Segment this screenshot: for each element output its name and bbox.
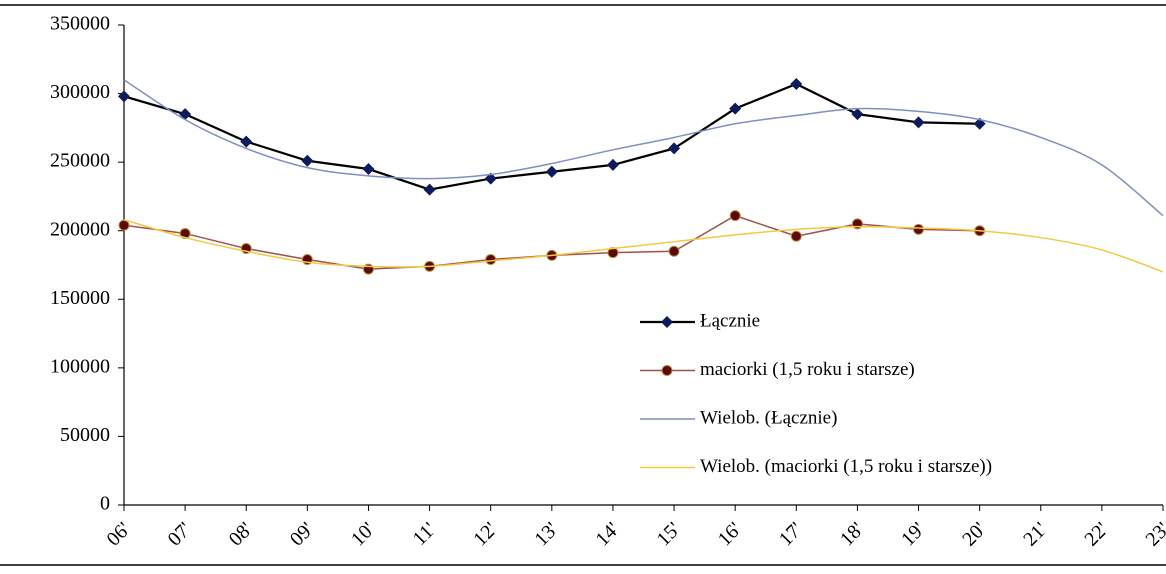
- marker: [729, 210, 741, 222]
- x-tick-label: 22': [1080, 518, 1112, 550]
- marker: [790, 230, 802, 242]
- marker: [118, 219, 130, 231]
- marker: [668, 142, 681, 155]
- marker: [179, 108, 192, 121]
- x-tick-label: 06': [103, 518, 135, 550]
- marker: [179, 227, 191, 239]
- x-tick-label: 18': [836, 518, 868, 550]
- x-tick-label: 20': [958, 518, 990, 550]
- x-tick-label: 10': [347, 518, 379, 550]
- x-tick-label: 09': [286, 518, 318, 550]
- marker: [545, 165, 558, 178]
- x-tick-label: 14': [591, 518, 623, 550]
- y-tick-label: 300000: [50, 81, 110, 103]
- y-tick-label: 50000: [60, 424, 110, 446]
- series-line: [123, 214, 980, 270]
- y-tick-label: 150000: [50, 287, 110, 309]
- marker: [606, 158, 619, 171]
- series-line: [123, 219, 1164, 273]
- x-tick-label: 12': [469, 518, 501, 550]
- series-line: [123, 79, 1164, 217]
- marker: [912, 116, 925, 129]
- marker: [301, 154, 314, 167]
- x-tick-label: 19': [897, 518, 929, 550]
- marker: [118, 90, 130, 103]
- x-tick-label: 11': [409, 518, 441, 550]
- legend-marker: [661, 365, 673, 376]
- x-tick-label: 13': [530, 518, 562, 550]
- y-tick-label: 0: [100, 493, 110, 515]
- x-tick-label: 08': [225, 518, 257, 550]
- x-tick-label: 21': [1019, 518, 1051, 550]
- x-tick-label: 07': [164, 518, 196, 550]
- marker: [729, 102, 742, 115]
- x-tick-label: 15': [653, 518, 685, 550]
- y-tick-label: 350000: [50, 13, 110, 35]
- legend-label: Wielob. (maciorki (1,5 roku i starsze)): [700, 456, 992, 477]
- marker: [913, 223, 925, 235]
- y-tick-label: 100000: [50, 355, 110, 377]
- marker: [485, 254, 497, 266]
- y-tick-label: 200000: [50, 218, 110, 240]
- x-tick-label: 16': [714, 518, 746, 550]
- legend-label: Wielob. (Łącznie): [700, 407, 837, 428]
- marker: [423, 183, 436, 196]
- marker: [668, 245, 680, 257]
- y-tick-label: 250000: [50, 150, 110, 172]
- x-tick-label: 17': [775, 518, 807, 550]
- marker: [362, 163, 375, 175]
- legend-marker: [661, 316, 673, 328]
- legend-label: Łącznie: [700, 310, 760, 331]
- marker: [607, 247, 619, 259]
- marker: [790, 77, 803, 90]
- marker: [851, 108, 864, 121]
- x-tick-label: 23': [1142, 518, 1166, 550]
- marker: [240, 135, 253, 148]
- legend-label: maciorki (1,5 roku i starsze): [700, 359, 915, 380]
